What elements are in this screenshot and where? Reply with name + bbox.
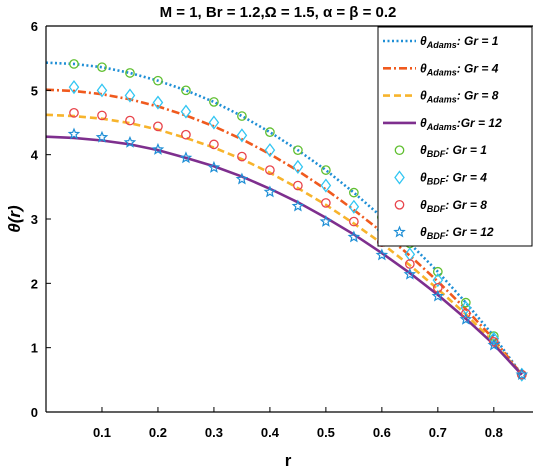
legend-label-8: θBDF: Gr = 12	[420, 225, 494, 241]
x-tick-label: 0.1	[93, 425, 111, 440]
x-tick-label: 0.5	[317, 425, 335, 440]
axis-layer: 0 1 2 3 4 5 6 0.1 0.2 0.3 0.4 0.5 0.6 0.7 0.8	[31, 19, 533, 440]
data-point-s7	[349, 216, 359, 227]
data-point-s7	[181, 129, 191, 140]
data-point-s5	[97, 62, 107, 73]
data-point-s8	[403, 267, 417, 280]
data-point-s5	[237, 111, 247, 121]
data-point-s5	[460, 297, 471, 308]
legend-swatch-6	[394, 170, 405, 185]
data-point-s8	[515, 368, 529, 381]
data-point-s7	[153, 121, 163, 132]
series-line-4	[45, 135, 523, 376]
data-point-s7	[209, 139, 219, 150]
y-tick-label: 1	[31, 341, 38, 356]
data-point-s6	[264, 143, 276, 158]
data-point-s6	[124, 88, 136, 103]
data-point-s5	[181, 85, 191, 96]
legend: θAdams: Gr = 1 θAdams: Gr = 4 θAdams: Gr =…	[377, 26, 533, 247]
legend-label-3: θAdams: Gr = 8	[420, 89, 499, 105]
data-point-s8	[487, 338, 501, 351]
data-point-s8	[95, 130, 109, 143]
legend-label-4: θAdams:Gr = 12	[420, 116, 502, 132]
data-point-s6	[348, 199, 360, 214]
data-point-s7	[293, 180, 303, 191]
x-tick-label: 0.7	[429, 425, 447, 440]
x-tick-label: 0.2	[149, 425, 167, 440]
chart-title: M = 1, Br = 1.2,Ω = 1.5, α = β = 0.2	[160, 4, 397, 21]
data-point-s7	[97, 110, 107, 121]
data-point-s7	[69, 108, 79, 118]
legend-label-1: θAdams: Gr = 1	[420, 34, 499, 50]
data-point-s6	[208, 115, 220, 130]
y-tick-label: 6	[31, 19, 38, 34]
series-line-3	[45, 113, 523, 376]
series-line-2	[45, 88, 523, 376]
data-point-s6	[488, 331, 500, 346]
data-point-s8	[459, 312, 473, 325]
data-point-s5	[349, 187, 359, 198]
y-tick-label: 2	[31, 276, 38, 291]
data-point-s5	[209, 97, 219, 107]
data-point-s5	[125, 68, 135, 78]
data-point-s8	[67, 127, 81, 140]
legend-box	[377, 26, 533, 247]
legend-swatch-5	[394, 145, 405, 156]
data-point-s8	[375, 248, 389, 261]
legend-label-6: θBDF: Gr = 4	[420, 171, 487, 187]
data-point-s6	[96, 83, 108, 98]
data-point-s5	[321, 165, 331, 175]
legend-label-7: θBDF: Gr = 8	[420, 198, 487, 214]
data-point-s8	[347, 230, 361, 243]
data-point-s8	[431, 289, 445, 302]
data-point-s7	[460, 308, 471, 319]
data-point-s6	[432, 273, 444, 288]
data-point-s6	[320, 178, 332, 193]
data-point-s8	[151, 142, 165, 155]
data-point-s8	[123, 135, 137, 148]
y-tick-label: 5	[31, 83, 38, 98]
series-layer	[45, 61, 523, 376]
x-tick-label: 0.3	[205, 425, 223, 440]
y-tick-label: 0	[31, 405, 38, 420]
data-point-s5	[153, 75, 163, 86]
data-point-s8	[235, 172, 249, 185]
legend-label-2: θAdams: Gr = 4	[420, 61, 499, 77]
y-tick-label: 3	[31, 212, 38, 227]
data-point-s5	[293, 145, 303, 156]
data-point-s7	[488, 337, 499, 347]
legend-swatch-7	[394, 199, 405, 210]
data-point-s8	[291, 199, 305, 212]
data-point-s6	[180, 104, 192, 119]
data-point-s8	[207, 160, 221, 173]
legend-label-5: θBDF: Gr = 1	[420, 143, 487, 159]
data-point-s6	[152, 95, 164, 110]
data-point-s7	[237, 151, 247, 162]
x-tick-label: 0.8	[485, 425, 503, 440]
data-point-s7	[125, 115, 135, 126]
x-axis-label: r	[285, 451, 292, 470]
data-point-s8	[263, 185, 277, 198]
y-tick-label: 4	[31, 148, 39, 163]
x-tick-label: 0.4	[261, 425, 280, 440]
legend-swatch-8	[393, 225, 406, 238]
data-point-s6	[68, 80, 80, 95]
data-point-s8	[179, 151, 193, 164]
data-point-s7	[265, 165, 275, 175]
x-tick-label: 0.6	[373, 425, 391, 440]
data-point-s6	[292, 159, 304, 174]
data-point-s5	[69, 59, 79, 69]
data-point-s5	[432, 266, 443, 277]
data-point-s6	[236, 128, 248, 143]
data-point-s5	[265, 127, 275, 137]
data-point-s8	[319, 214, 333, 227]
y-axis-label: θ(r)	[5, 205, 24, 233]
data-point-s7	[321, 198, 331, 208]
series-line-1	[45, 61, 523, 376]
